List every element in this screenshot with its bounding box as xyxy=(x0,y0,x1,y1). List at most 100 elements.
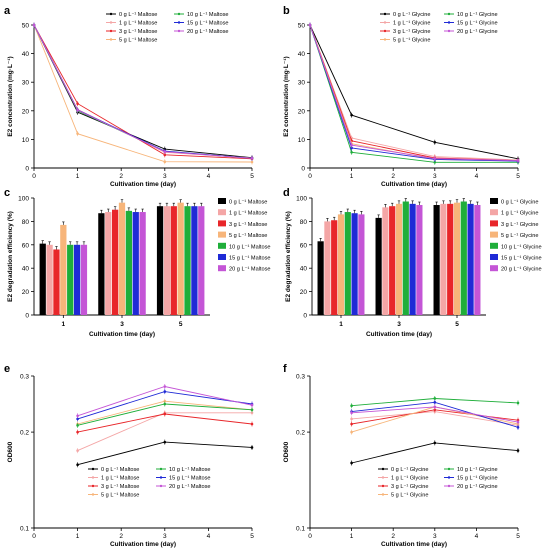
y-tick-label: 50 xyxy=(298,23,306,30)
legend-item: 3 g L⁻¹ Maltose xyxy=(106,29,157,35)
legend-label: 0 g L⁻¹ Maltose xyxy=(101,467,139,473)
legend-label: 20 g L⁻¹ Maltose xyxy=(169,484,211,490)
legend-item: 20 g L⁻¹ Maltose xyxy=(218,265,271,273)
bar xyxy=(46,244,53,315)
data-point xyxy=(76,102,79,105)
legend-marker xyxy=(109,38,113,41)
bar xyxy=(139,212,146,315)
x-tick-label: 0 xyxy=(32,173,36,180)
legend-marker xyxy=(381,467,385,471)
x-tick-label: 5 xyxy=(516,533,520,540)
legend-marker xyxy=(109,29,113,33)
data-point xyxy=(350,417,353,421)
legend-label: 20 g L⁻¹ Glycine xyxy=(457,29,498,35)
legend-item: 1 g L⁻¹ Glycine xyxy=(380,21,430,27)
legend-item: 15 g L⁻¹ Maltose xyxy=(156,476,211,482)
legend-item: 0 g L⁻¹ Glycine xyxy=(378,467,428,473)
x-tick-label: 5 xyxy=(516,173,520,180)
x-tick-label: 1 xyxy=(339,321,343,328)
bar xyxy=(447,203,454,315)
legend-marker xyxy=(159,484,163,488)
x-tick-label: 5 xyxy=(250,173,254,180)
y-tick-label: 0.3 xyxy=(296,374,305,381)
legend-label: 3 g L⁻¹ Maltose xyxy=(119,29,157,35)
data-point xyxy=(76,430,79,434)
series-line xyxy=(309,24,518,163)
legend-label: 1 g L⁻¹ Glycine xyxy=(391,476,428,482)
bar xyxy=(382,207,389,315)
legend-marker xyxy=(159,467,163,471)
y-tick-label: 50 xyxy=(22,23,30,30)
legend-marker xyxy=(447,484,451,488)
legend-item: 10 g L⁻¹ Glycine xyxy=(444,467,498,473)
y-tick-label: 20 xyxy=(300,289,308,296)
data-point xyxy=(250,411,254,415)
legend-marker xyxy=(109,21,113,24)
legend-swatch xyxy=(218,231,226,238)
bar xyxy=(433,205,440,315)
bar xyxy=(409,203,416,315)
y-axis-label: E2 degradation efficiency (%) xyxy=(7,211,14,302)
y-tick-label: 100 xyxy=(296,196,307,203)
legend-label: 0 g L⁻¹ Glycine xyxy=(391,467,428,473)
y-axis-label: OD600 xyxy=(283,441,290,462)
legend-label: 10 g L⁻¹ Maltose xyxy=(187,12,229,18)
legend-label: 3 g L⁻¹ Maltose xyxy=(101,484,139,490)
x-tick-label: 2 xyxy=(391,533,395,540)
legend-marker xyxy=(383,21,387,24)
data-point xyxy=(433,160,437,164)
legend-marker xyxy=(447,12,451,16)
legend-marker xyxy=(383,29,387,33)
data-point xyxy=(350,150,353,154)
legend-label: 1 g L⁻¹ Glycine xyxy=(393,21,430,27)
x-tick-label: 0 xyxy=(308,173,312,180)
bar xyxy=(440,203,447,315)
legend-label: 15 g L⁻¹ Maltose xyxy=(229,256,271,262)
y-axis-label: OD600 xyxy=(7,441,14,462)
legend-item: 20 g L⁻¹ Maltose xyxy=(156,484,211,490)
data-point xyxy=(163,402,167,406)
data-point xyxy=(250,408,254,412)
x-tick-label: 1 xyxy=(76,533,80,540)
x-tick-label: 4 xyxy=(207,173,211,180)
legend-item: 15 g L⁻¹ Glycine xyxy=(490,254,542,262)
x-axis-label: Cultivation time (day) xyxy=(381,181,447,188)
legend-label: 20 g L⁻¹ Maltose xyxy=(187,29,229,35)
x-tick-label: 5 xyxy=(250,533,254,540)
y-tick-label: 0.2 xyxy=(20,430,29,437)
y-axis-label: E2 degradation efficiency (%) xyxy=(285,211,292,302)
y-tick-label: 0 xyxy=(303,313,307,320)
series-line xyxy=(309,24,519,162)
data-point xyxy=(433,441,437,445)
y-tick-label: 20 xyxy=(22,289,30,296)
legend-label: 5 g L⁻¹ Maltose xyxy=(119,38,157,44)
bar xyxy=(118,202,126,315)
bar xyxy=(98,213,105,315)
legend-label: 20 g L⁻¹ Glycine xyxy=(457,484,498,490)
legend-label: 0 g L⁻¹ Maltose xyxy=(119,12,157,18)
data-point xyxy=(250,156,254,160)
y-tick-label: 0 xyxy=(301,166,305,173)
x-tick-label: 3 xyxy=(397,321,401,328)
bar xyxy=(416,205,423,315)
legend-item: 1 g L⁻¹ Maltose xyxy=(88,476,139,482)
y-tick-label: 40 xyxy=(22,266,30,273)
x-tick-label: 2 xyxy=(391,173,395,180)
legend-marker xyxy=(91,467,95,471)
series-line xyxy=(33,24,253,160)
x-tick-label: 5 xyxy=(455,321,459,328)
bar xyxy=(337,214,345,315)
bar xyxy=(39,243,46,315)
y-tick-label: 10 xyxy=(298,137,306,144)
panel-f: f 0.1 0.2 0.3 OD600 Cultivation time (day) 0 1 2… xyxy=(283,363,520,548)
data-point xyxy=(516,159,520,162)
legend-label: 10 g L⁻¹ Glycine xyxy=(457,467,498,473)
series-line xyxy=(309,24,519,160)
legend-swatch xyxy=(490,265,498,272)
legend-item: 0 g L⁻¹ Glycine xyxy=(380,12,430,18)
data-point xyxy=(350,430,353,434)
x-tick-label: 3 xyxy=(163,173,167,180)
series-line xyxy=(351,442,519,464)
